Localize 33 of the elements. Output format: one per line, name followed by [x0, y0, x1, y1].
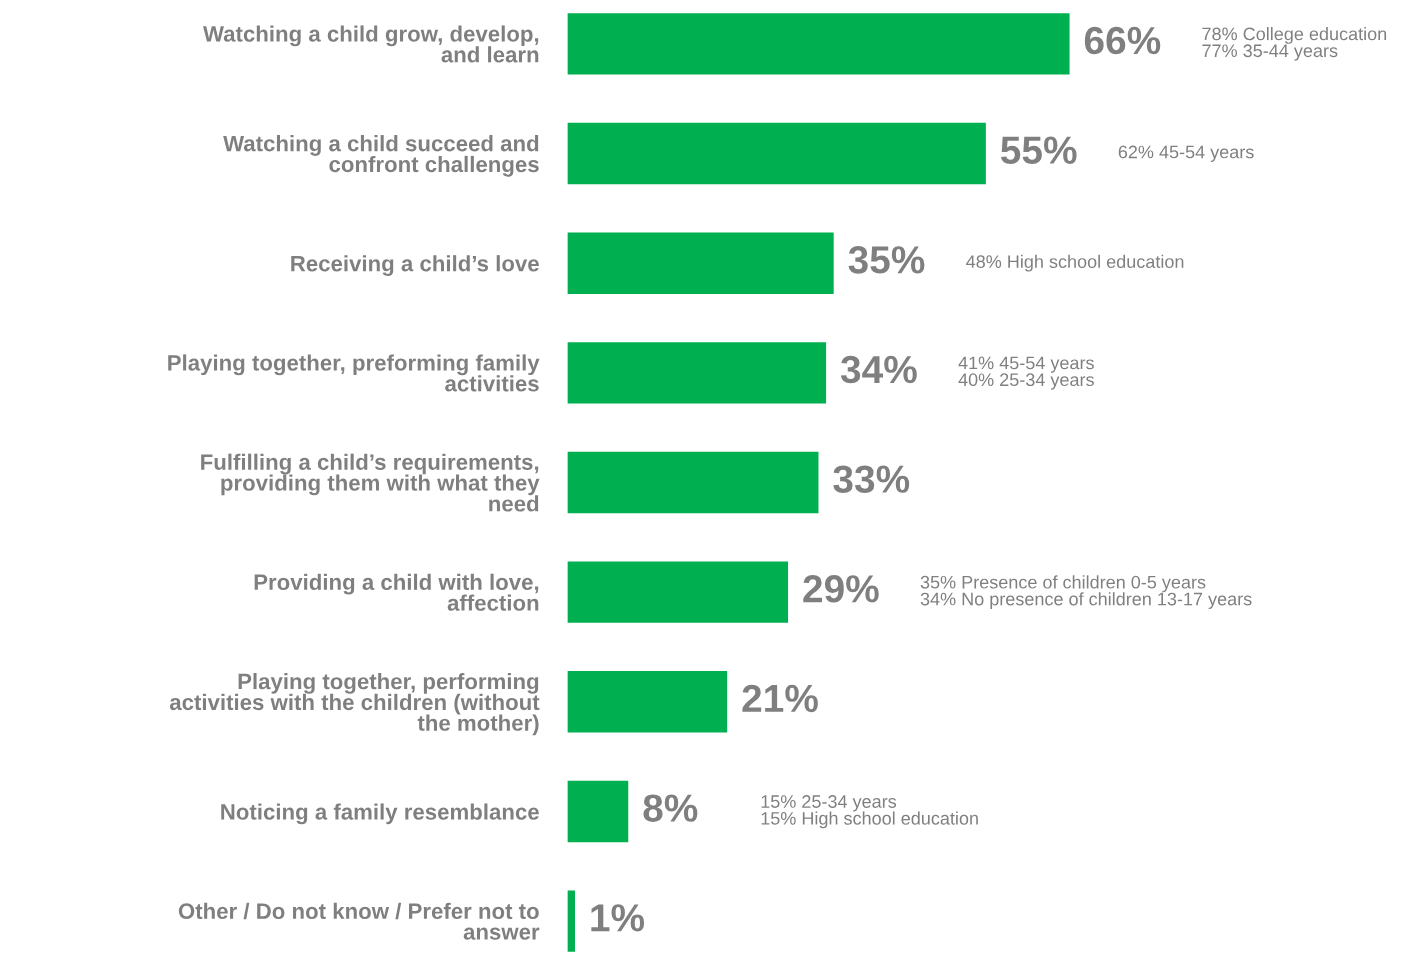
data-label: 1% — [591, 904, 645, 932]
bar — [567, 780, 629, 843]
y-tick-label: Receiving a child’s love — [291, 255, 539, 276]
bar — [567, 561, 789, 623]
annotation: 35% Presence of children 0-5 years 34% No presence of children 13-17 years — [920, 575, 1252, 609]
y-tick-label: Watching a child grow, develop, and learn — [203, 25, 539, 63]
data-label: 34% — [840, 355, 917, 384]
annotation: 41% 45-54 years 40% 25-34 years — [958, 356, 1094, 390]
y-tick-label: Other / Do not know / Prefer not to answer — [178, 902, 540, 940]
y-tick-label: Providing a child with love, affection — [254, 573, 539, 611]
data-label: 66% — [1084, 26, 1161, 55]
text: 62% 45-54 years — [1118, 145, 1254, 162]
y-tick-label: Noticing a family resemblance — [221, 803, 539, 825]
bar — [567, 342, 827, 404]
y-tick-label: Fulfilling a child’s requirements, providing them with what they need — [201, 453, 540, 512]
data-label: 21% — [742, 684, 818, 713]
data-label: 55% — [1000, 136, 1077, 164]
text: 78% College education 77% 35-44 years — [1202, 27, 1387, 61]
y-tick-label: Watching a child succeed and confront challenges — [223, 135, 539, 177]
bar — [567, 671, 728, 733]
annotation: 15% 25-34 years 15% High school education — [761, 795, 978, 829]
data-label: 35% — [848, 246, 925, 274]
y-tick-label: Playing together, performing activities with the children (without the mother) — [169, 673, 540, 736]
bar — [567, 122, 986, 185]
data-label: 8% — [643, 794, 698, 822]
data-label: 29% — [803, 575, 879, 603]
bar — [567, 13, 1070, 75]
bar — [567, 232, 834, 294]
bar — [567, 890, 576, 952]
y-tick-label: Playing together, preforming family activities — [168, 354, 540, 392]
data-label: 33% — [833, 465, 910, 493]
bar — [567, 451, 819, 514]
annotation: 48% High school education — [966, 254, 1184, 272]
